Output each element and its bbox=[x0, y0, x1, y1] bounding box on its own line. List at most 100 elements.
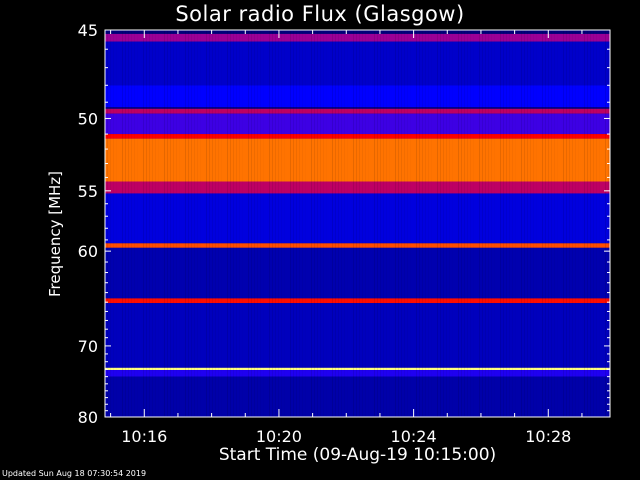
striation bbox=[341, 30, 342, 417]
x-axis-ticks: 10:16 10:20 10:24 10:28 bbox=[110, 30, 583, 446]
striation bbox=[425, 30, 426, 417]
striation bbox=[419, 30, 420, 417]
striation bbox=[533, 30, 534, 417]
striation bbox=[263, 30, 264, 417]
striation bbox=[188, 30, 189, 417]
striation bbox=[521, 30, 522, 417]
striation bbox=[302, 30, 303, 417]
striation bbox=[164, 30, 165, 417]
striation bbox=[401, 30, 402, 417]
striation bbox=[551, 30, 552, 417]
x-tick-label: 10:16 bbox=[121, 427, 167, 446]
striation bbox=[353, 30, 354, 417]
striation bbox=[473, 30, 474, 417]
frequency-band-12 bbox=[105, 303, 610, 368]
striation bbox=[206, 30, 207, 417]
y-tick-label: 50 bbox=[78, 109, 98, 128]
chart-title: Solar radio Flux (Glasgow) bbox=[175, 2, 465, 26]
striation bbox=[440, 30, 441, 417]
striation bbox=[557, 30, 558, 417]
striation bbox=[458, 30, 459, 417]
frequency-band-6 bbox=[105, 138, 610, 182]
striation bbox=[590, 30, 591, 417]
striation bbox=[128, 30, 129, 417]
striation bbox=[524, 30, 525, 417]
striation bbox=[212, 30, 213, 417]
striation bbox=[134, 30, 135, 417]
striation bbox=[332, 30, 333, 417]
striation bbox=[122, 30, 123, 417]
striation bbox=[479, 30, 480, 417]
striation bbox=[179, 30, 180, 417]
striation bbox=[284, 30, 285, 417]
striation bbox=[335, 30, 336, 417]
striation bbox=[227, 30, 228, 417]
y-tick-label: 70 bbox=[78, 337, 98, 356]
frequency-band-7 bbox=[105, 181, 610, 194]
striation bbox=[176, 30, 177, 417]
striation bbox=[530, 30, 531, 417]
x-tick-label: 10:28 bbox=[525, 427, 571, 446]
striation bbox=[593, 30, 594, 417]
striation bbox=[143, 30, 144, 417]
y-tick-label: 45 bbox=[78, 21, 98, 40]
striation bbox=[218, 30, 219, 417]
y-tick-label: 55 bbox=[78, 182, 98, 201]
striation bbox=[506, 30, 507, 417]
striation bbox=[578, 30, 579, 417]
striation bbox=[131, 30, 132, 417]
striation bbox=[464, 30, 465, 417]
striation bbox=[158, 30, 159, 417]
striation bbox=[230, 30, 231, 417]
striation bbox=[107, 30, 108, 417]
striation bbox=[395, 30, 396, 417]
striation bbox=[536, 30, 537, 417]
striation bbox=[257, 30, 258, 417]
striation bbox=[563, 30, 564, 417]
y-tick-label: 80 bbox=[78, 408, 98, 427]
x-tick-label: 10:24 bbox=[391, 427, 437, 446]
striation bbox=[299, 30, 300, 417]
striation bbox=[200, 30, 201, 417]
striation bbox=[197, 30, 198, 417]
frequency-band-4 bbox=[105, 113, 610, 135]
striation bbox=[254, 30, 255, 417]
striation bbox=[344, 30, 345, 417]
striation bbox=[500, 30, 501, 417]
striation bbox=[278, 30, 279, 417]
x-tick-label: 10:20 bbox=[256, 427, 302, 446]
striation bbox=[470, 30, 471, 417]
striation bbox=[359, 30, 360, 417]
striation bbox=[449, 30, 450, 417]
striation bbox=[608, 30, 609, 417]
striation bbox=[509, 30, 510, 417]
striation bbox=[482, 30, 483, 417]
striation bbox=[515, 30, 516, 417]
striation bbox=[251, 30, 252, 417]
striation bbox=[503, 30, 504, 417]
striation bbox=[269, 30, 270, 417]
striation bbox=[191, 30, 192, 417]
striation bbox=[452, 30, 453, 417]
frequency-bands bbox=[105, 33, 610, 417]
striation bbox=[374, 30, 375, 417]
striation bbox=[398, 30, 399, 417]
striation bbox=[113, 30, 114, 417]
striation bbox=[185, 30, 186, 417]
striation bbox=[311, 30, 312, 417]
time-striations bbox=[107, 30, 609, 417]
striation bbox=[209, 30, 210, 417]
striation bbox=[407, 30, 408, 417]
striation bbox=[323, 30, 324, 417]
striation bbox=[215, 30, 216, 417]
striation bbox=[443, 30, 444, 417]
frequency-band-14 bbox=[105, 370, 610, 377]
y-tick-label: 60 bbox=[78, 242, 98, 261]
striation bbox=[149, 30, 150, 417]
striation bbox=[428, 30, 429, 417]
frequency-band-3 bbox=[105, 108, 610, 114]
striation bbox=[137, 30, 138, 417]
striation bbox=[221, 30, 222, 417]
striation bbox=[512, 30, 513, 417]
striation bbox=[389, 30, 390, 417]
